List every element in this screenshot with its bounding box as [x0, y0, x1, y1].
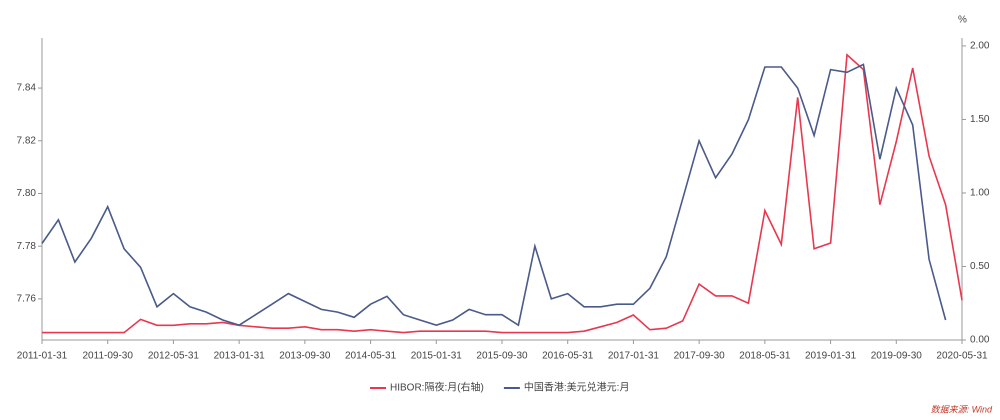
x-tick-label: 2015-01-31 [411, 351, 463, 362]
legend-label: 中国香港:美元兑港元:月 [524, 381, 630, 394]
x-tick-label: 2020-05-31 [936, 351, 988, 362]
x-tick-label: 2019-09-30 [871, 351, 923, 362]
x-tick-label: 2011-09-30 [83, 351, 134, 362]
y2-tick-label: 0.00 [970, 335, 990, 346]
y2-tick-label: 1.50 [970, 114, 990, 125]
y-tick-label: 7.76 [17, 294, 37, 305]
x-tick-label: 2012-05-31 [148, 351, 200, 362]
y-tick-label: 7.84 [17, 83, 37, 94]
x-tick-label: 2014-05-31 [345, 351, 397, 362]
x-tick-label: 2017-09-30 [674, 351, 726, 362]
x-tick-label: 2013-09-30 [279, 351, 331, 362]
series-line [41, 63, 947, 327]
y2-unit: % [958, 15, 967, 26]
x-tick-label: 2016-05-31 [542, 351, 594, 362]
series-line [42, 53, 963, 334]
x-tick-label: 2011-01-31 [17, 351, 68, 362]
x-tick-label: 2017-01-31 [608, 351, 660, 362]
x-tick-label: 2019-01-31 [805, 351, 857, 362]
y2-tick-label: 0.50 [970, 261, 990, 272]
y-tick-label: 7.78 [17, 241, 37, 252]
y-tick-label: 7.82 [17, 135, 37, 146]
y2-tick-label: 2.00 [970, 41, 990, 52]
x-tick-label: 2018-05-31 [739, 351, 791, 362]
y2-tick-label: 1.00 [970, 188, 990, 199]
source-note: 数据来源: Wind [931, 404, 993, 414]
x-tick-label: 2015-09-30 [476, 351, 528, 362]
y-tick-label: 7.80 [17, 188, 37, 199]
legend-label: HIBOR:隔夜:月(右轴) [390, 381, 484, 394]
x-tick-label: 2013-01-31 [214, 351, 266, 362]
